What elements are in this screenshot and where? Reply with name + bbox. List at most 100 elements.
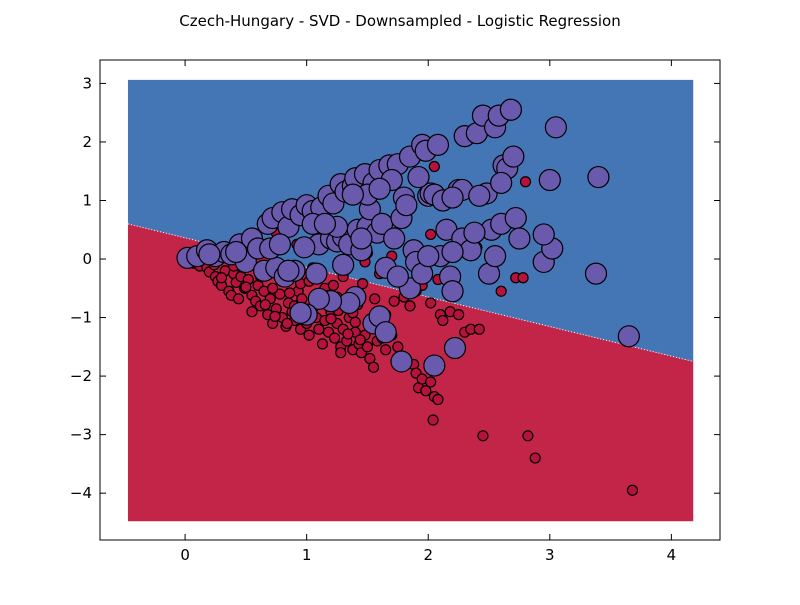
small-class-point: [329, 332, 341, 344]
small-class-point: [259, 299, 271, 311]
small-class-point: [316, 338, 329, 350]
y-tick-label: 0: [82, 250, 92, 268]
large-class-point: [305, 262, 328, 285]
y-tick-label: 1: [82, 191, 92, 209]
large-class-point: [350, 227, 373, 250]
large-class-point: [390, 350, 413, 373]
small-class-point: [246, 306, 258, 318]
large-class-point: [499, 98, 523, 121]
small-class-point: [284, 287, 296, 299]
small-class-point: [529, 452, 541, 464]
small-class-point: [522, 430, 534, 442]
large-class-point: [341, 183, 364, 206]
large-class-point: [332, 253, 355, 276]
small-class-point: [626, 484, 639, 496]
large-class-point: [423, 354, 446, 377]
small-class-point: [477, 430, 489, 442]
small-class-point: [367, 361, 380, 373]
y-tick-label: 3: [82, 74, 92, 92]
large-class-point: [538, 168, 561, 192]
large-class-point: [441, 280, 464, 303]
small-class-point: [453, 309, 465, 321]
large-class-point: [313, 212, 337, 236]
x-tick-label: 2: [423, 546, 433, 564]
small-class-point: [517, 272, 529, 284]
x-tick-label: 1: [302, 546, 312, 564]
small-class-point: [356, 278, 369, 290]
large-class-point: [502, 145, 525, 168]
large-class-point: [587, 165, 610, 189]
large-class-point: [508, 227, 531, 250]
data-points: [176, 98, 640, 496]
large-class-point: [198, 243, 221, 266]
y-tick-label: −1: [70, 309, 92, 327]
small-class-point: [269, 310, 281, 322]
small-class-point: [428, 160, 440, 173]
large-class-point: [386, 265, 409, 288]
large-class-point: [289, 301, 312, 324]
small-class-point: [325, 313, 337, 325]
x-tick-label: 0: [180, 546, 190, 564]
large-class-point: [293, 236, 316, 259]
large-class-point: [490, 171, 513, 195]
large-class-point: [532, 223, 555, 246]
small-class-point: [349, 316, 361, 328]
large-class-point: [268, 233, 292, 256]
chart-title: Czech-Hungary - SVD - Downsampled - Logi…: [179, 12, 620, 30]
large-class-point: [368, 177, 391, 200]
large-class-point: [441, 186, 464, 209]
small-class-point: [369, 293, 381, 305]
small-class-point: [361, 341, 374, 353]
large-class-point: [374, 321, 397, 344]
large-class-point: [483, 244, 507, 268]
plot-frame: [99, 59, 721, 541]
large-class-point: [277, 259, 300, 282]
small-class-point: [519, 176, 532, 188]
small-class-point: [240, 281, 252, 293]
large-class-point: [407, 165, 430, 189]
small-class-point: [215, 272, 228, 284]
small-class-point: [495, 285, 507, 297]
small-class-point: [432, 393, 444, 406]
small-class-point: [313, 323, 325, 335]
small-class-point: [232, 293, 245, 305]
large-class-point: [544, 116, 567, 139]
small-class-point: [267, 282, 279, 294]
small-class-point: [404, 300, 416, 312]
large-class-point: [468, 184, 491, 207]
small-class-point: [281, 317, 293, 330]
y-tick-label: −2: [70, 367, 92, 385]
large-class-point: [383, 227, 406, 250]
small-class-point: [342, 328, 354, 340]
small-class-point: [327, 279, 340, 291]
large-class-point: [504, 206, 527, 230]
y-tick-label: 2: [82, 133, 92, 151]
y-tick-label: −3: [70, 426, 92, 444]
small-class-point: [420, 385, 432, 397]
small-class-point: [425, 228, 437, 241]
large-class-point: [225, 240, 248, 264]
small-class-point: [380, 344, 392, 356]
x-tick-label: 4: [667, 546, 677, 564]
small-class-point: [388, 295, 400, 307]
small-class-point: [473, 323, 485, 335]
large-class-point: [443, 336, 467, 360]
large-class-point: [395, 194, 418, 217]
small-class-point: [425, 376, 437, 388]
large-class-point: [584, 262, 608, 285]
small-class-point: [354, 334, 366, 346]
small-class-point: [425, 297, 437, 309]
large-class-point: [307, 287, 330, 310]
x-tick-label: 3: [545, 546, 555, 564]
small-class-point: [437, 314, 449, 327]
small-class-point: [335, 347, 347, 359]
large-class-point: [417, 244, 440, 268]
small-class-point: [303, 329, 315, 341]
y-tick-label: −4: [70, 484, 92, 502]
large-class-point: [617, 325, 640, 348]
large-class-point: [426, 133, 450, 156]
large-class-point: [441, 240, 464, 264]
small-class-point: [427, 414, 439, 426]
